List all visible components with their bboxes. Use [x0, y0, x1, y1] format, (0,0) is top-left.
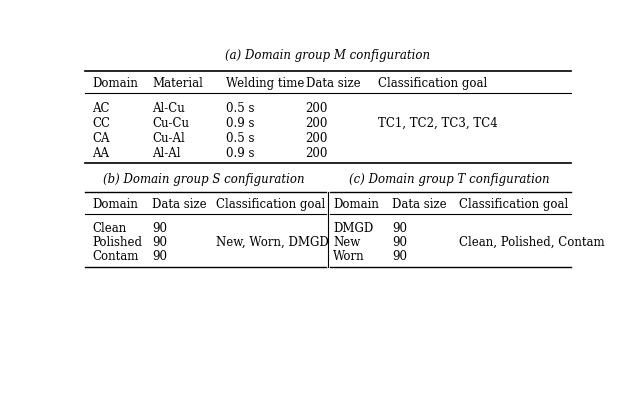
Text: 90: 90	[152, 250, 167, 263]
Text: Worn: Worn	[333, 250, 365, 263]
Text: AA: AA	[92, 147, 109, 160]
Text: 200: 200	[306, 132, 328, 145]
Text: DMGD: DMGD	[333, 221, 373, 234]
Text: AC: AC	[92, 102, 110, 115]
Text: Data size: Data size	[306, 77, 360, 90]
Text: TC1, TC2, TC3, TC4: TC1, TC2, TC3, TC4	[378, 117, 497, 130]
Text: Data size: Data size	[152, 198, 207, 211]
Text: Classification goal: Classification goal	[216, 198, 326, 211]
Text: New: New	[333, 236, 360, 249]
Text: New, Worn, DMGD: New, Worn, DMGD	[216, 236, 329, 249]
Text: CA: CA	[92, 132, 110, 145]
Text: Material: Material	[152, 77, 203, 90]
Text: 200: 200	[306, 117, 328, 130]
Text: 90: 90	[152, 221, 167, 234]
Text: Classification goal: Classification goal	[378, 77, 487, 90]
Text: 0.9 s: 0.9 s	[227, 117, 255, 130]
Text: Data size: Data size	[392, 198, 447, 211]
Text: 0.5 s: 0.5 s	[227, 132, 255, 145]
Text: 200: 200	[306, 102, 328, 115]
Text: Clean: Clean	[92, 221, 127, 234]
Text: Cu-Al: Cu-Al	[152, 132, 185, 145]
Text: (c) Domain group T configuration: (c) Domain group T configuration	[349, 173, 550, 186]
Text: Contam: Contam	[92, 250, 139, 263]
Text: CC: CC	[92, 117, 111, 130]
Text: 90: 90	[152, 236, 167, 249]
Text: 0.9 s: 0.9 s	[227, 147, 255, 160]
Text: Cu-Cu: Cu-Cu	[152, 117, 189, 130]
Text: Welding time: Welding time	[227, 77, 305, 90]
Text: 90: 90	[392, 221, 408, 234]
Text: Al-Cu: Al-Cu	[152, 102, 185, 115]
Text: Domain: Domain	[92, 198, 138, 211]
Text: Polished: Polished	[92, 236, 143, 249]
Text: Domain: Domain	[92, 77, 138, 90]
Text: 200: 200	[306, 147, 328, 160]
Text: Clean, Polished, Contam: Clean, Polished, Contam	[460, 236, 605, 249]
Text: 0.5 s: 0.5 s	[227, 102, 255, 115]
Text: Al-Al: Al-Al	[152, 147, 180, 160]
Text: 90: 90	[392, 236, 408, 249]
Text: Domain: Domain	[333, 198, 379, 211]
Text: (b) Domain group S configuration: (b) Domain group S configuration	[103, 173, 305, 186]
Text: (a) Domain group M configuration: (a) Domain group M configuration	[225, 49, 431, 62]
Text: 90: 90	[392, 250, 408, 263]
Text: Classification goal: Classification goal	[460, 198, 569, 211]
